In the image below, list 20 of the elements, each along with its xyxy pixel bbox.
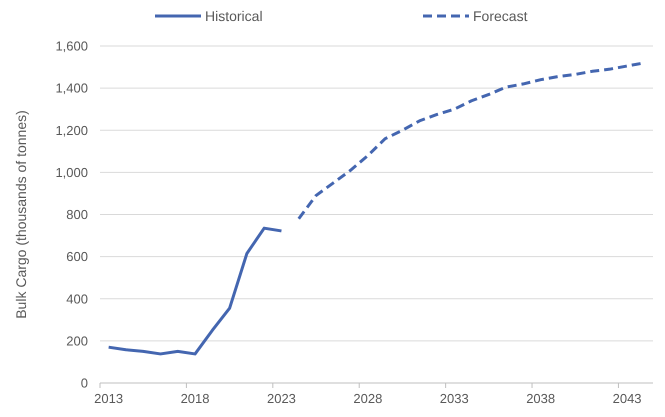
x-tick-label: 2018 [180, 391, 210, 406]
y-tick-label: 600 [66, 249, 88, 264]
line-series [107, 226, 283, 356]
y-axis-title: Bulk Cargo (thousands of tonnes) [13, 110, 29, 319]
legend-label: Forecast [473, 8, 528, 24]
y-tick-label: 1,000 [55, 164, 88, 180]
y-tick-label: 0 [80, 376, 88, 390]
y-tick-label: 1,200 [55, 122, 88, 138]
x-tick-label: 2038 [526, 391, 556, 406]
x-tick-label: 2023 [266, 391, 296, 406]
x-tick-label: 2028 [353, 391, 382, 406]
y-tick-label: 1,400 [55, 80, 88, 96]
y-tick-label: 1,600 [55, 38, 88, 54]
y-tick-label: 400 [66, 291, 88, 306]
y-tick-label: 200 [66, 333, 88, 348]
x-tick-label: 2043 [612, 391, 642, 406]
x-tick-label: 2033 [440, 391, 469, 406]
x-tick-label: 2013 [94, 391, 124, 406]
y-tick-label: 800 [66, 207, 88, 222]
legend-label: Historical [205, 8, 263, 24]
